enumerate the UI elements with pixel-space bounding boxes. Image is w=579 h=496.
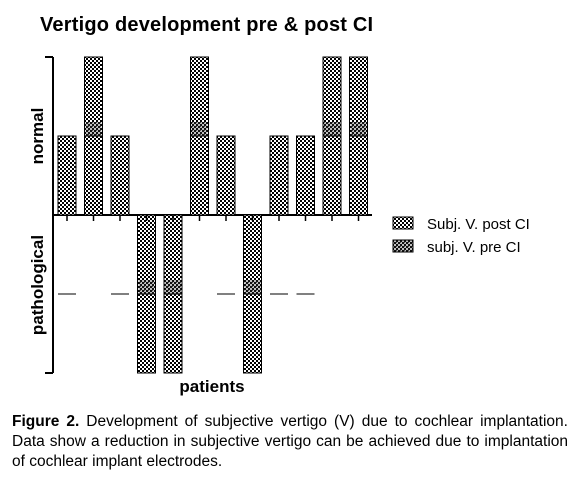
legend-label-pre: subj. V. pre CI — [427, 239, 521, 256]
y-label-normal: normal — [28, 108, 47, 165]
caption-text: Development of subjective vertigo (V) du… — [12, 413, 568, 470]
caption-label: Figure 2. — [12, 413, 80, 430]
x-axis-label: patients — [179, 377, 244, 396]
bar-group-patient-4 — [137, 214, 156, 374]
legend-label-post: Subj. V. post CI — [427, 216, 530, 233]
bar-pre-ci — [324, 122, 340, 136]
legend: Subj. V. post CI subj. V. pre CI — [392, 216, 530, 256]
bars-layer — [57, 56, 368, 374]
bar-pre-ci — [165, 280, 181, 294]
bar-pre-ci — [350, 122, 367, 136]
y-label-pathological: pathological — [28, 235, 47, 335]
bar-pre-ci — [191, 122, 208, 136]
figure-caption: Figure 2. Development of subjective vert… — [12, 412, 568, 472]
legend-swatch-pre — [392, 239, 414, 253]
bar-post-ci — [110, 135, 130, 216]
bar-group-patient-10 — [296, 135, 315, 295]
bar-group-patient-6 — [190, 56, 209, 221]
bar-group-patient-1 — [57, 135, 77, 295]
bar-group-patient-3 — [110, 135, 130, 295]
bar-group-patient-11 — [322, 56, 342, 221]
chart-title: Vertigo development pre & post CI — [40, 14, 374, 36]
bar-group-patient-8 — [243, 214, 262, 374]
bar-pre-ci — [244, 280, 261, 294]
bar-group-patient-7 — [216, 135, 236, 295]
bar-group-patient-9 — [269, 135, 289, 295]
bar-post-ci — [216, 135, 236, 216]
bar-post-ci — [296, 135, 315, 216]
bar-post-ci — [269, 135, 289, 216]
chart-plot: normal pathological patients Subj. V. po… — [28, 56, 530, 396]
bar-group-patient-2 — [84, 56, 103, 221]
bar-post-ci — [57, 135, 77, 216]
bar-group-patient-5 — [163, 214, 183, 374]
bar-group-patient-12 — [349, 56, 368, 221]
bar-pre-ci — [138, 280, 155, 294]
legend-swatch-post — [392, 216, 414, 230]
bar-pre-ci — [85, 122, 102, 136]
